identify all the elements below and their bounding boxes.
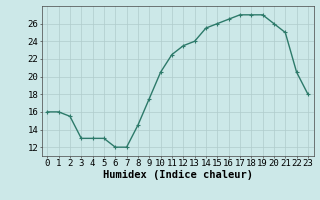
- X-axis label: Humidex (Indice chaleur): Humidex (Indice chaleur): [103, 170, 252, 180]
